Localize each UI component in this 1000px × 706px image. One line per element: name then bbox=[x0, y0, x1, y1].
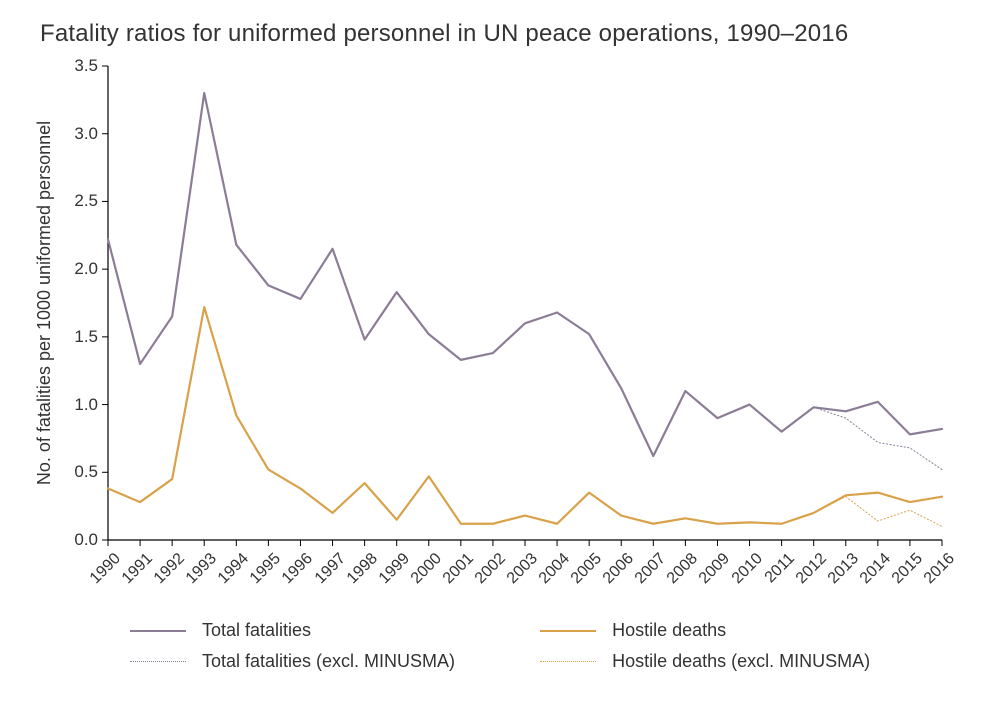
legend-item-total: Total fatalities bbox=[130, 620, 460, 641]
y-tick-label: 2.5 bbox=[58, 191, 98, 211]
series-hostile bbox=[108, 307, 942, 524]
y-tick-label: 1.0 bbox=[58, 395, 98, 415]
legend-item-total_excl: Total fatalities (excl. MINUSMA) bbox=[130, 651, 460, 672]
y-tick-label: 1.5 bbox=[58, 327, 98, 347]
legend-label: Total fatalities (excl. MINUSMA) bbox=[202, 651, 455, 672]
legend-label: Hostile deaths (excl. MINUSMA) bbox=[612, 651, 870, 672]
legend: Total fatalities Hostile deaths Total fata… bbox=[130, 620, 870, 672]
y-axis-label: No. of fatalities per 1000 uniformed per… bbox=[34, 103, 55, 503]
legend-label: Total fatalities bbox=[202, 620, 311, 641]
legend-label: Hostile deaths bbox=[612, 620, 726, 641]
plot-area bbox=[108, 66, 942, 540]
y-tick-label: 0.5 bbox=[58, 462, 98, 482]
legend-swatch bbox=[130, 630, 186, 632]
y-tick-label: 2.0 bbox=[58, 259, 98, 279]
legend-swatch bbox=[130, 661, 186, 662]
chart-container: Fatality ratios for uniformed personnel … bbox=[0, 0, 1000, 706]
legend-item-hostile: Hostile deaths bbox=[540, 620, 870, 641]
y-tick-label: 0.0 bbox=[58, 530, 98, 550]
y-tick-label: 3.0 bbox=[58, 124, 98, 144]
series-total_excl bbox=[814, 407, 942, 469]
legend-item-hostile_excl: Hostile deaths (excl. MINUSMA) bbox=[540, 651, 870, 672]
chart-svg bbox=[88, 46, 962, 560]
chart-title: Fatality ratios for uniformed personnel … bbox=[40, 20, 848, 48]
legend-swatch bbox=[540, 630, 596, 632]
y-tick-label: 3.5 bbox=[58, 56, 98, 76]
legend-swatch bbox=[540, 661, 596, 662]
